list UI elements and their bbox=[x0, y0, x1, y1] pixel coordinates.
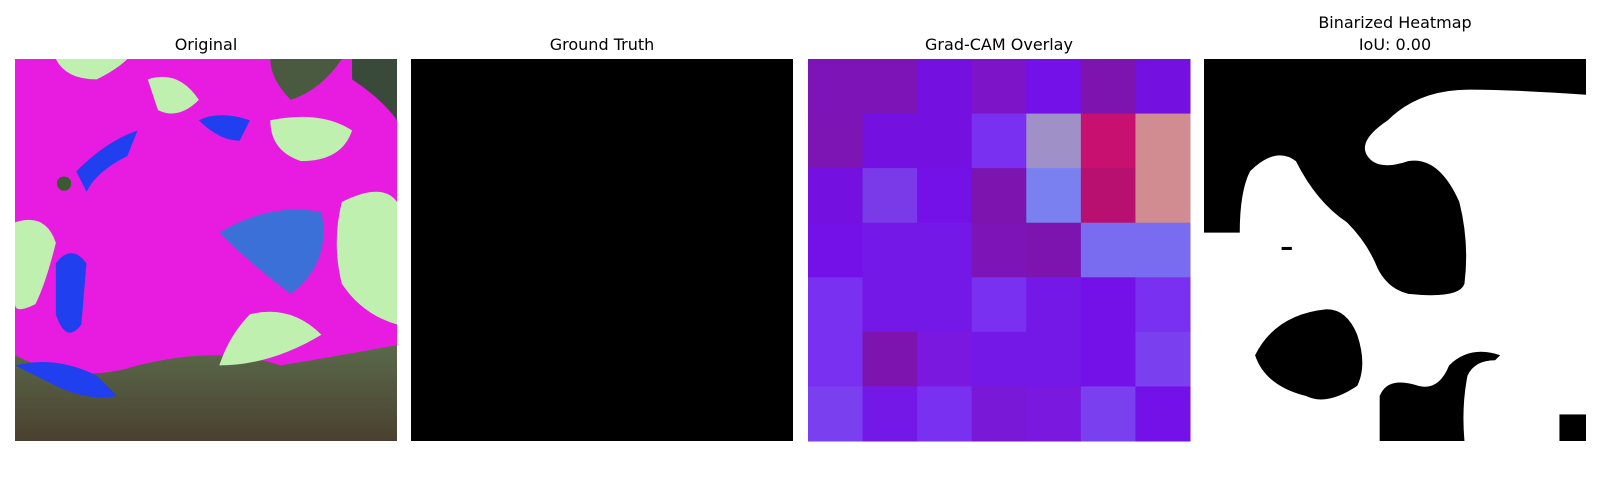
panel-title: Binarized Heatmap bbox=[1318, 13, 1471, 32]
original-image bbox=[15, 59, 397, 441]
heatmap-cell bbox=[971, 386, 1027, 442]
panel-subtitle: IoU: 0.00 bbox=[1359, 35, 1431, 54]
panel-title: Grad-CAM Overlay bbox=[925, 35, 1073, 54]
heatmap-cell bbox=[862, 331, 918, 387]
heatmap-cell bbox=[1026, 277, 1082, 333]
heatmap-cell bbox=[971, 222, 1027, 278]
heatmap-cell bbox=[971, 277, 1027, 333]
heatmap-cell bbox=[808, 277, 864, 333]
heatmap-cell bbox=[862, 222, 918, 278]
gradcam-overlay bbox=[808, 59, 1191, 442]
heatmap-cell bbox=[1135, 59, 1191, 115]
heatmap-cell bbox=[971, 168, 1027, 224]
heatmap-cell bbox=[1135, 386, 1191, 442]
heatmap-cell bbox=[1026, 168, 1082, 224]
binarized-heatmap bbox=[1204, 59, 1586, 441]
heatmap-cell bbox=[1080, 168, 1136, 224]
heatmap-cell bbox=[1080, 331, 1136, 387]
heatmap-cell bbox=[1135, 168, 1191, 224]
heatmap-cell bbox=[917, 59, 973, 115]
heatmap-cell bbox=[1026, 113, 1082, 169]
heatmap-cell bbox=[971, 113, 1027, 169]
heatmap-cell bbox=[971, 59, 1027, 115]
heatmap-cell bbox=[1080, 59, 1136, 115]
panel-title: Ground Truth bbox=[550, 35, 655, 54]
heatmap-cell bbox=[808, 331, 864, 387]
heatmap-cell bbox=[1080, 113, 1136, 169]
heatmap-cell bbox=[1135, 331, 1191, 387]
heatmap-cell bbox=[808, 386, 864, 442]
heatmap-cell bbox=[917, 277, 973, 333]
heatmap-cell bbox=[808, 59, 864, 115]
heatmap-cell bbox=[917, 331, 973, 387]
heatmap-cell bbox=[1135, 222, 1191, 278]
heatmap-cell bbox=[1080, 277, 1136, 333]
heatmap-cell bbox=[1026, 386, 1082, 442]
heatmap-cell bbox=[1026, 59, 1082, 115]
heatmap-cell bbox=[862, 113, 918, 169]
panel-title: Original bbox=[175, 35, 238, 54]
ground-truth-mask bbox=[411, 59, 793, 441]
heatmap-cell bbox=[1135, 113, 1191, 169]
heatmap-cell bbox=[917, 386, 973, 442]
heatmap-cell bbox=[917, 222, 973, 278]
heatmap-cell bbox=[917, 113, 973, 169]
heatmap-cell bbox=[971, 331, 1027, 387]
heatmap-cell bbox=[1026, 331, 1082, 387]
heatmap-cell bbox=[862, 277, 918, 333]
heatmap-cell bbox=[808, 113, 864, 169]
heatmap-cell bbox=[862, 59, 918, 115]
heatmap-cell bbox=[1026, 222, 1082, 278]
heatmap-cell bbox=[862, 168, 918, 224]
heatmap-cell bbox=[917, 168, 973, 224]
heatmap-cell bbox=[1135, 277, 1191, 333]
heatmap-cell bbox=[862, 386, 918, 442]
heatmap-cell bbox=[808, 168, 864, 224]
heatmap-cell bbox=[1080, 222, 1136, 278]
heatmap-cell bbox=[1080, 386, 1136, 442]
heatmap-cell bbox=[808, 222, 864, 278]
